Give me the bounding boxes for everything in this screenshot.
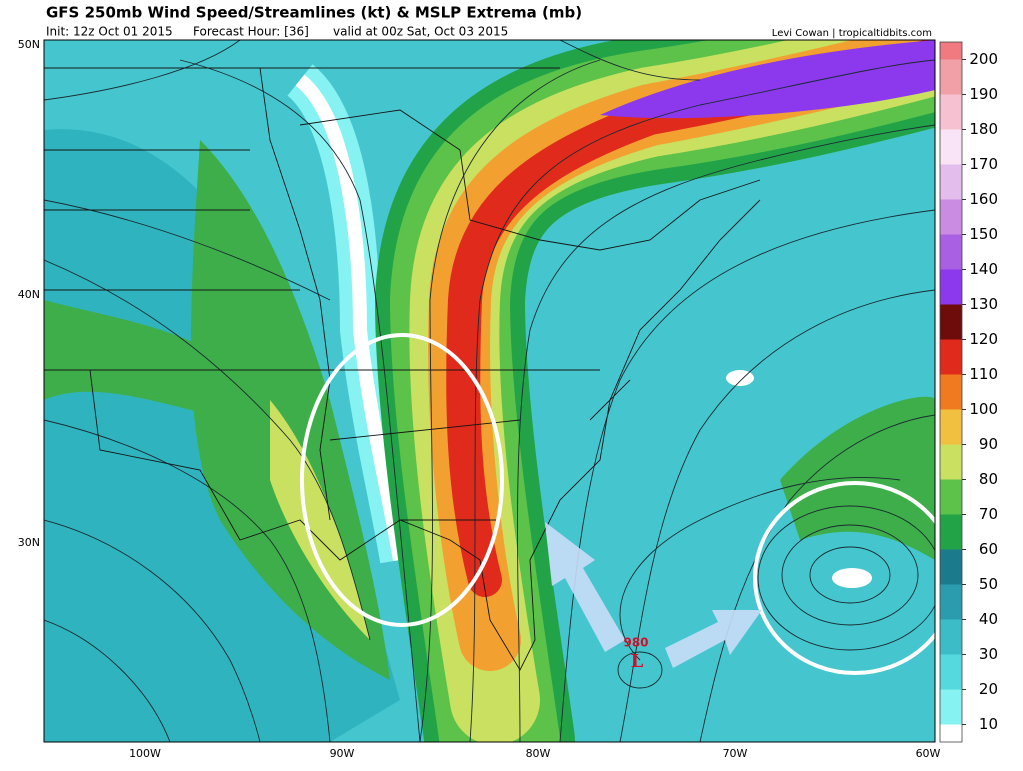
colorbar-label: 120	[969, 330, 998, 348]
colorbar-label: 180	[969, 120, 998, 138]
colorbar-band	[940, 374, 962, 410]
colorbar-band	[940, 654, 962, 690]
colorbar-label: 80	[979, 470, 998, 488]
colorbar-band	[940, 549, 962, 585]
lat-label: 50N	[18, 38, 40, 51]
colorbar-band	[940, 164, 962, 200]
colorbar-label: 10	[979, 715, 998, 733]
colorbar-band	[940, 689, 962, 725]
colorbar-label: 60	[979, 540, 998, 558]
title: GFS 250mb Wind Speed/Streamlines (kt) & …	[46, 4, 582, 22]
colorbar-band	[940, 129, 962, 165]
low-symbol: L	[631, 651, 644, 672]
colorbar-label: 170	[969, 155, 998, 173]
colorbar-label: 160	[969, 190, 998, 208]
colorbar: 10 20 30 40 50 60 70 80 90 100 110 120 130 140 150 160 1…	[939, 41, 998, 743]
map-frame	[43, 39, 936, 743]
colorbar-band	[940, 269, 962, 305]
lon-label: 90W	[330, 747, 355, 760]
colorbar-label: 140	[969, 260, 998, 278]
colorbar-label: 70	[979, 505, 998, 523]
colorbar-band	[940, 584, 962, 620]
colorbar-label: 20	[979, 680, 998, 698]
low-pressure: 980	[623, 636, 648, 650]
colorbar-frame	[939, 41, 963, 743]
colorbar-band	[940, 339, 962, 375]
colorbar-label: 100	[969, 400, 998, 418]
colorbar-label: 50	[979, 575, 998, 593]
colorbar-label: 40	[979, 610, 998, 628]
colorbar-label: 190	[969, 85, 998, 103]
lat-label: 40N	[18, 288, 40, 301]
colorbar-band	[940, 409, 962, 445]
lon-label: 80W	[526, 747, 551, 760]
valid-time: valid at 00z Sat, Oct 03 2015	[333, 25, 508, 39]
colorbar-label: 90	[979, 435, 998, 453]
colorbar-label: 110	[969, 365, 998, 383]
lon-label: 70W	[723, 747, 748, 760]
colorbar-label: 200	[969, 50, 998, 68]
credit: Levi Cowan | tropicaltidbits.com	[772, 28, 932, 39]
lat-label: 30N	[18, 536, 40, 549]
colorbar-band	[940, 234, 962, 270]
colorbar-band	[940, 444, 962, 480]
colorbar-band	[940, 724, 962, 742]
colorbar-band	[940, 42, 962, 60]
colorbar-band	[940, 304, 962, 340]
map: 980 L	[44, 40, 935, 742]
colorbar-band	[940, 514, 962, 550]
colorbar-label: 130	[969, 295, 998, 313]
colorbar-band	[940, 479, 962, 515]
init: Init: 12z Oct 01 2015	[46, 25, 173, 39]
forecast-hour: Forecast Hour: [36]	[193, 25, 309, 39]
colorbar-band	[940, 94, 962, 130]
lon-label: 60W	[916, 747, 941, 760]
lon-label: 100W	[129, 747, 161, 760]
colorbar-band	[940, 59, 962, 95]
colorbar-label: 150	[969, 225, 998, 243]
colorbar-band	[940, 619, 962, 655]
colorbar-band	[940, 199, 962, 235]
colorbar-label: 30	[979, 645, 998, 663]
